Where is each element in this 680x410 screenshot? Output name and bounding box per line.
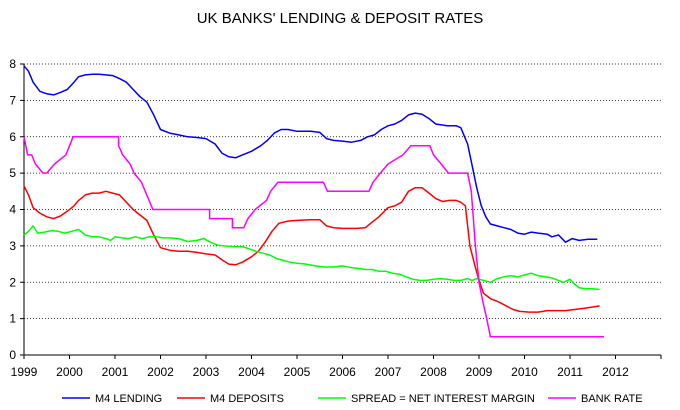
y-tick-label-1: 1: [9, 312, 16, 326]
y-tick-label-2: 2: [9, 275, 16, 289]
series-line-bank-rate: [23, 136, 605, 338]
legend-label-bank-rate: BANK RATE: [581, 393, 643, 405]
x-tick-label-4: 2003: [193, 365, 220, 379]
x-tick-label-8: 2007: [375, 365, 402, 379]
y-tick-label-4: 4: [9, 203, 16, 217]
x-tick-label-11: 2010: [511, 365, 538, 379]
y-tick-labels: 0 1 2 3 4 5 6 7 8: [9, 57, 24, 362]
series-line-m4-lending: [23, 65, 598, 243]
y-tick-label-0: 0: [9, 348, 16, 362]
x-tick-label-1: 2000: [56, 365, 83, 379]
x-tick-label-12: 2011: [557, 365, 583, 379]
x-tick-label-6: 2005: [284, 365, 311, 379]
legend: M4 LENDING M4 DEPOSITS SPREAD = NET INTERE…: [62, 393, 643, 405]
chart-title: UK BANKS' LENDING & DEPOSIT RATES: [197, 10, 484, 27]
x-tick-label-0: 1999: [11, 365, 38, 379]
x-tick-label-7: 2006: [329, 365, 356, 379]
x-tick-label-3: 2002: [147, 365, 174, 379]
x-tick-label-2: 2001: [102, 365, 129, 379]
x-tick-label-9: 2008: [420, 365, 447, 379]
x-tick-label-13: 2012: [602, 365, 629, 379]
series-line-m4-deposits: [23, 185, 600, 313]
x-tick-label-10: 2009: [466, 365, 493, 379]
y-tick-label-3: 3: [9, 239, 16, 253]
x-tick-labels: 1999 2000 2001 2002 2003 2004 2005 2006 2007 2008…: [11, 355, 662, 379]
y-tick-label-5: 5: [9, 166, 16, 180]
y-tick-label-8: 8: [9, 57, 16, 71]
x-tick-label-5: 2004: [238, 365, 265, 379]
legend-label-m4-deposits: M4 DEPOSITS: [210, 393, 284, 405]
series-line-spread-net-interest-margin: [23, 225, 600, 291]
legend-label-m4-lending: M4 LENDING: [95, 393, 162, 405]
y-tick-label-6: 6: [9, 130, 16, 144]
series-lines: [23, 65, 605, 338]
gridlines: [24, 63, 661, 320]
y-tick-label-7: 7: [9, 93, 16, 107]
legend-label-spread-net-interest-margin: SPREAD = NET INTEREST MARGIN: [351, 393, 535, 405]
